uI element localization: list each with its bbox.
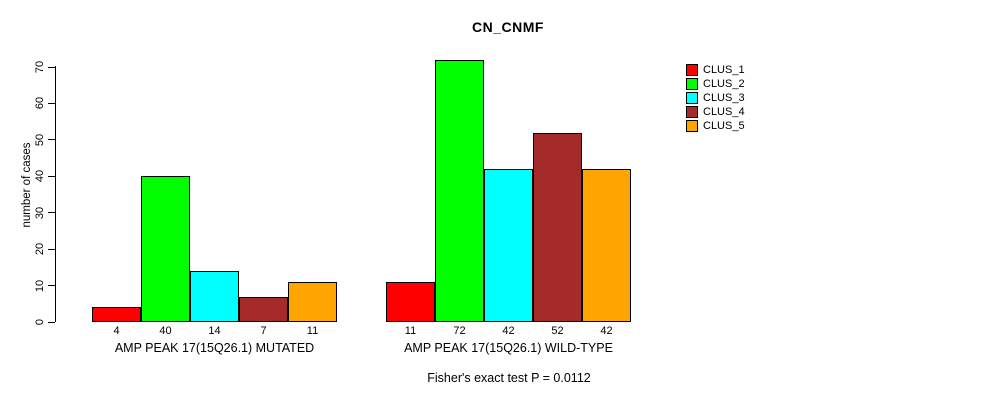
annotation: Fisher's exact test P = 0.0112 <box>427 371 591 385</box>
bar-value-label: 72 <box>453 325 466 337</box>
bar-value-label: 7 <box>260 325 267 337</box>
legend-label: CLUS_3 <box>703 92 745 104</box>
bar-clus_5-group1 <box>288 281 337 322</box>
y-axis-tick-label: 20 <box>34 243 46 256</box>
y-axis-tick <box>48 102 55 104</box>
bar-value-label: 11 <box>306 325 319 337</box>
y-axis-tick-label: 40 <box>34 170 46 183</box>
bar-value-label: 40 <box>159 325 172 337</box>
bar-clus_1-group2 <box>386 281 435 322</box>
y-axis-tick-label: 70 <box>34 60 46 74</box>
y-axis-tick-label: 60 <box>34 97 46 110</box>
legend-swatch-clus_1 <box>686 64 698 76</box>
legend-item: CLUS_2 <box>686 77 745 91</box>
bar-clus_3-group1 <box>190 271 239 322</box>
bar-clus_4-group1 <box>239 296 288 322</box>
bar-clus_2-group2 <box>435 59 484 322</box>
bar-clus_4-group2 <box>533 132 582 322</box>
bar-value-label: 11 <box>404 325 417 337</box>
bar-value-label: 42 <box>600 325 613 337</box>
chart-title: CN_CNMF <box>472 19 544 35</box>
y-axis-tick <box>48 248 55 250</box>
legend-swatch-clus_3 <box>686 92 698 104</box>
bar-value-label: 14 <box>208 325 221 337</box>
y-axis-tick <box>48 212 55 214</box>
legend-item: CLUS_4 <box>686 105 745 119</box>
y-axis-tick <box>48 66 55 68</box>
category-label: AMP PEAK 17(15Q26.1) MUTATED <box>114 341 315 355</box>
y-axis-tick <box>48 175 55 177</box>
legend-label: CLUS_2 <box>703 78 745 90</box>
y-axis-tick <box>48 321 55 323</box>
y-axis-tick <box>48 139 55 141</box>
legend-item: CLUS_1 <box>686 63 745 77</box>
y-axis-tick-label: 10 <box>34 279 46 292</box>
legend-swatch-clus_2 <box>686 78 698 90</box>
y-axis-tick-label: 50 <box>34 133 46 146</box>
legend-label: CLUS_1 <box>703 64 745 76</box>
legend-item: CLUS_5 <box>686 119 745 133</box>
bar-clus_5-group2 <box>582 169 631 322</box>
legend: CLUS_1 CLUS_2 CLUS_3 CLUS_4 CLUS_5 <box>686 63 745 133</box>
y-axis-tick <box>48 285 55 287</box>
bar-value-label: 42 <box>502 325 515 337</box>
bar-clus_1-group1 <box>92 307 141 322</box>
bar-clus_2-group1 <box>141 176 190 322</box>
legend-label: CLUS_4 <box>703 106 745 118</box>
y-axis-line <box>55 66 56 322</box>
y-axis-tick-label: 30 <box>34 206 46 219</box>
y-axis-tick-label: 0 <box>34 318 46 326</box>
category-label: AMP PEAK 17(15Q26.1) WILD-TYPE <box>404 341 613 355</box>
bar-value-label: 52 <box>551 325 564 337</box>
bar-clus_3-group2 <box>484 169 533 322</box>
bar-value-label: 4 <box>113 325 120 337</box>
legend-swatch-clus_4 <box>686 106 698 118</box>
legend-item: CLUS_3 <box>686 91 745 105</box>
legend-label: CLUS_5 <box>703 120 745 132</box>
legend-swatch-clus_5 <box>686 120 698 132</box>
